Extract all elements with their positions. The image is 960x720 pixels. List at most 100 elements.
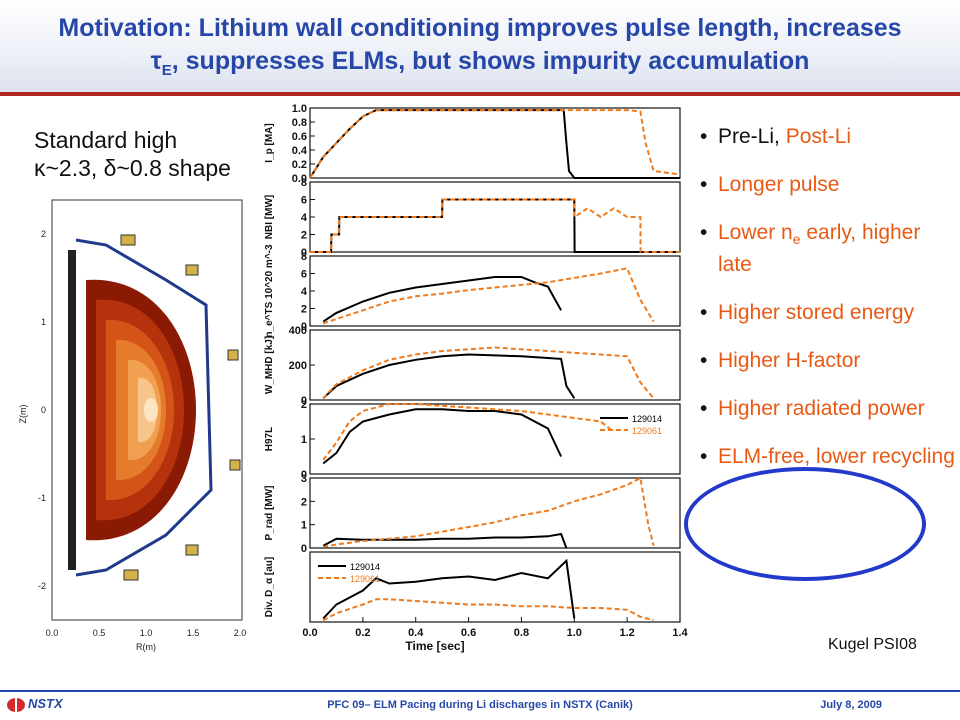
x-tick-label: 0.8 <box>514 627 529 639</box>
vessel-wall <box>75 238 213 577</box>
x-tick-label: 1.0 <box>567 627 582 639</box>
pre-li-trace <box>310 198 680 253</box>
y-tick-label: 6 <box>301 269 307 281</box>
y-tick-label: 8 <box>301 177 307 189</box>
highlight-circle <box>684 467 926 581</box>
legend-label: 129061 <box>632 426 662 436</box>
shape-caption: Standard high κ~2.3, δ~0.8 shape <box>34 126 231 182</box>
y-tick-label: 0 <box>301 321 307 333</box>
panel-y-label: NBI [MW] <box>264 195 275 239</box>
footer: NSTX PFC 09– ELM Pacing during Li discha… <box>0 693 960 720</box>
bullet-density: Lower ne early, higher late <box>700 220 955 278</box>
y-tick-label: 0 <box>301 247 307 259</box>
bullet-post-li: Post-Li <box>785 125 852 148</box>
recon-x-label: R(m) <box>136 642 156 652</box>
footer-divider <box>0 690 960 692</box>
pre-li-trace <box>322 558 576 620</box>
y-tick-label: 1 <box>301 434 307 446</box>
panel-frame <box>309 403 681 475</box>
title-tau: τ <box>150 47 162 75</box>
panel-frame <box>309 477 681 549</box>
bullet-radiated-power: Higher radiated power <box>700 396 955 422</box>
bullet-legend: Pre-Li, Post-Li <box>700 124 955 150</box>
recon-x-tick: 1.0 <box>140 628 153 638</box>
center-stack <box>68 250 76 570</box>
title-divider <box>0 92 960 96</box>
findings-list: Pre-Li, Post-Li Longer pulse Lower ne ea… <box>700 124 955 470</box>
post-li-trace <box>322 403 615 461</box>
panel-y-label: n_e^TS 10^20 m^-3 <box>264 244 275 338</box>
citation: Kugel PSI08 <box>828 636 917 653</box>
y-tick-label: 2 <box>301 496 307 508</box>
recon-y-tick: 0 <box>41 405 46 415</box>
recon-x-tick: 0.0 <box>46 628 59 638</box>
panel-frame <box>309 551 681 623</box>
bullet-stored-energy: Higher stored energy <box>700 300 955 326</box>
shape-caption-line-2: κ~2.3, δ~0.8 shape <box>34 155 231 181</box>
y-tick-label: 200 <box>289 360 307 372</box>
nstx-logo-icon <box>7 698 25 712</box>
post-li-trace <box>322 598 654 622</box>
y-tick-label: 2 <box>301 399 307 411</box>
panel-y-label: H97L <box>264 427 275 451</box>
slide-title: Motivation: Lithium wall conditioning im… <box>10 12 950 87</box>
bullet-h-factor: Higher H-factor <box>700 348 955 374</box>
y-tick-label: 2 <box>301 304 307 316</box>
panel-y-label: W_MHD [kJ] <box>264 336 275 394</box>
equilibrium-reconstruction: 0.0 0.5 1.0 1.5 2.0 R(m) 2 1 0 -1 -2 Z(m… <box>18 199 246 652</box>
title-tau-subscript: E <box>161 62 172 79</box>
x-tick-label: 0.2 <box>355 627 370 639</box>
y-tick-label: 400 <box>289 325 307 337</box>
bullet-longer-pulse: Longer pulse <box>700 172 955 198</box>
y-tick-label: 0.6 <box>292 131 307 143</box>
pre-li-trace <box>309 109 680 179</box>
x-tick-label: 0.0 <box>302 627 317 639</box>
legend-label: 129014 <box>632 414 662 424</box>
recon-y-tick: 1 <box>41 317 46 327</box>
bullet-pre-li: Pre-Li, <box>718 125 786 148</box>
bullet-density-a: Lower n <box>718 221 793 244</box>
x-tick-label: 0.6 <box>461 627 476 639</box>
y-tick-label: 1.0 <box>292 103 307 115</box>
recon-axes <box>51 199 243 621</box>
pre-li-trace <box>322 532 568 549</box>
logo-text: NSTX <box>28 696 63 711</box>
recon-y-tick: -2 <box>38 581 46 591</box>
panel-frame <box>309 255 681 327</box>
title-line-2: , suppresses ELMs, but shows impurity ac… <box>171 47 810 75</box>
y-tick-label: 4 <box>301 212 308 224</box>
post-li-trace <box>323 476 655 548</box>
x-tick-label: 0.4 <box>408 627 424 639</box>
legend-label: 129014 <box>350 562 380 572</box>
panel-frame <box>309 107 681 179</box>
y-tick-label: 0.2 <box>292 159 307 171</box>
panel-y-label: P_rad [MW] <box>264 486 275 541</box>
bullet-density-b: early, higher late <box>718 221 921 277</box>
panel-frame <box>309 329 681 401</box>
pre-li-trace <box>322 276 562 323</box>
footer-title: PFC 09– ELM Pacing during Li discharges … <box>327 699 633 711</box>
shape-caption-line-1: Standard high <box>34 127 178 153</box>
bullet-elm-free: ELM-free, lower recycling <box>700 444 955 470</box>
title-line-1: Motivation: Lithium wall conditioning im… <box>58 14 902 42</box>
post-li-trace <box>309 109 681 179</box>
recon-x-tick: 0.5 <box>93 628 106 638</box>
post-li-trace <box>322 267 655 325</box>
recon-y-label: Z(m) <box>18 405 28 424</box>
y-tick-label: 0 <box>301 395 307 407</box>
panel-y-label: Div. D_α [au] <box>264 557 275 617</box>
legend-label: 129061 <box>350 574 380 584</box>
recon-y-tick: 2 <box>41 229 46 239</box>
y-tick-label: 4 <box>301 286 308 298</box>
recon-y-ticks: 2 1 0 -1 -2 Z(m) <box>18 229 46 591</box>
x-tick-label: 1.2 <box>619 627 634 639</box>
y-tick-label: 0 <box>301 469 307 481</box>
bullet-density-sub: e <box>792 231 801 248</box>
pf-coils <box>120 234 241 581</box>
post-li-trace <box>322 346 655 399</box>
y-tick-label: 0 <box>301 543 307 555</box>
y-tick-label: 0.4 <box>292 145 308 157</box>
panel-y-label: I_p [MA] <box>264 123 275 162</box>
recon-x-tick: 1.5 <box>187 628 200 638</box>
